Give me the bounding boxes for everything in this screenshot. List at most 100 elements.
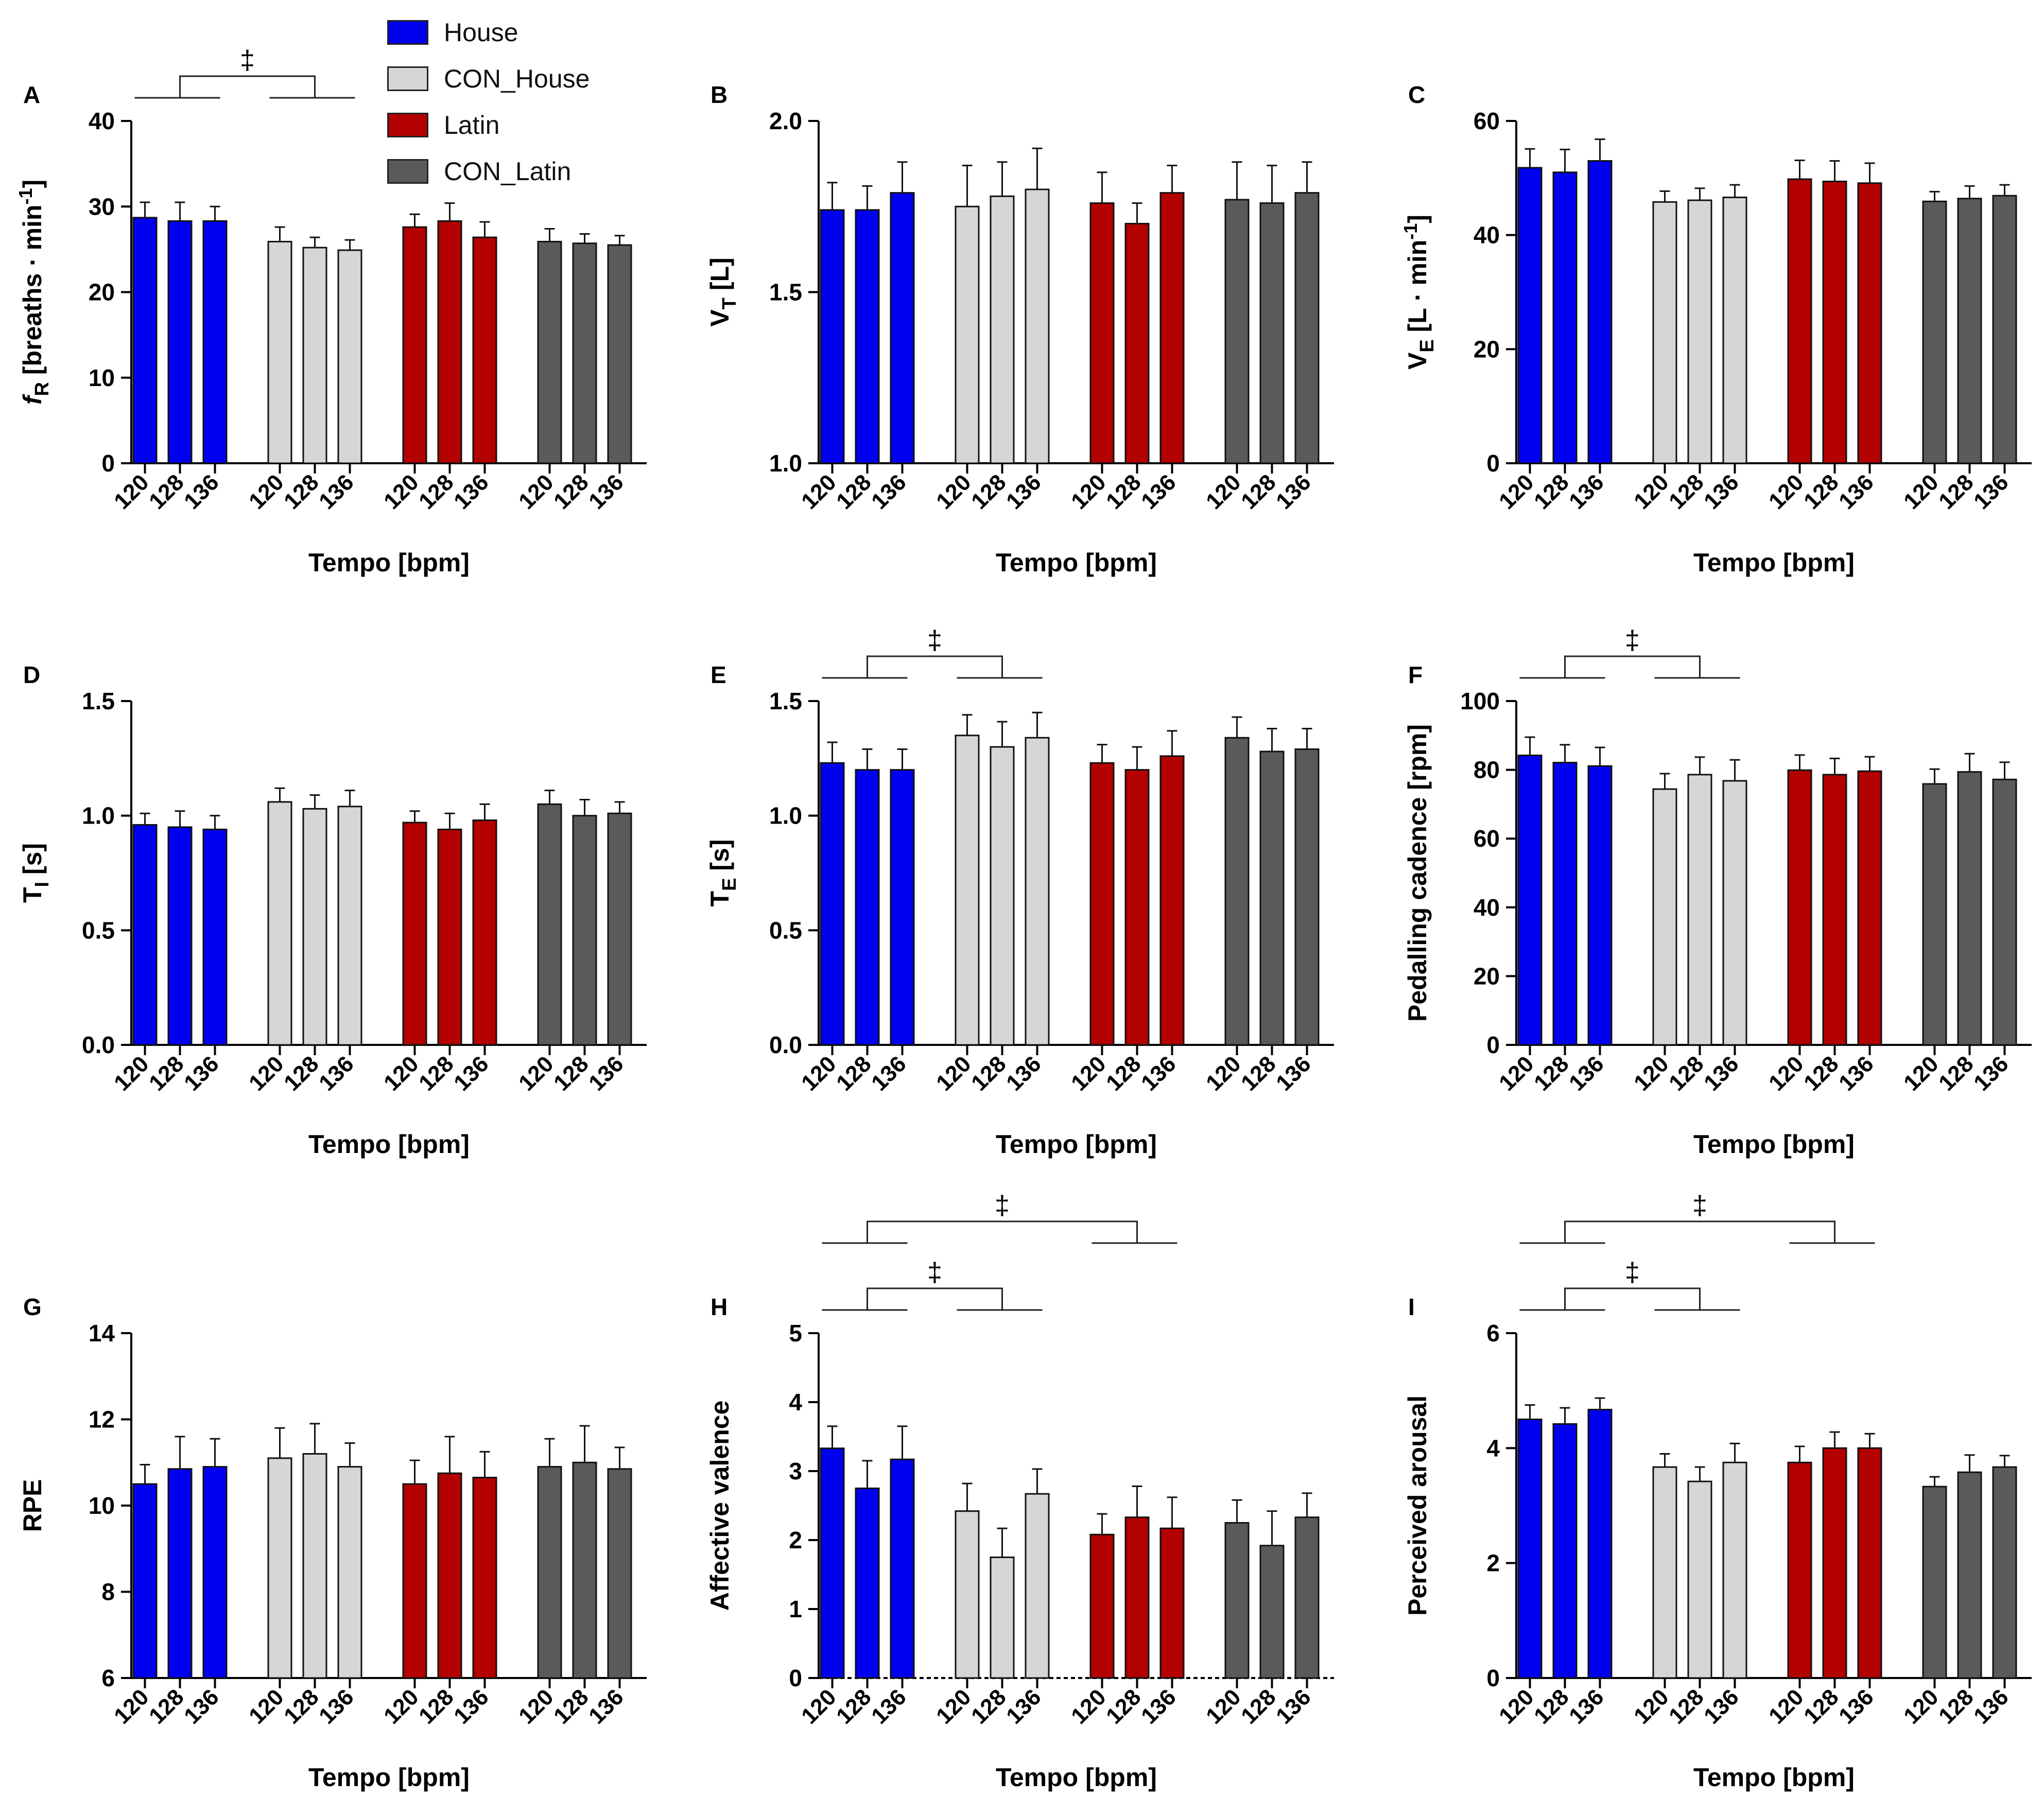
panel-c-y-tick-label: 0 (1486, 450, 1500, 477)
panel-e-bar (890, 769, 915, 1046)
panel-d-x-tick-label: 136 (179, 1051, 224, 1096)
panel-c-x-tick-label: 136 (1699, 469, 1744, 514)
panel-i-x-tick-label: 136 (1564, 1684, 1609, 1729)
panel-e-bar (1089, 762, 1115, 1046)
panel-a-x-tick-label: 128 (414, 469, 459, 514)
panel-d-bar (402, 822, 427, 1046)
panel-e-x-tick-label: 120 (796, 1051, 841, 1096)
panel-c-bar (1787, 178, 1812, 464)
panel-i-x-tick-label: 136 (1969, 1684, 2014, 1729)
panel-c-x-tick-label: 128 (1799, 469, 1844, 514)
panel-i-y-tick-label: 2 (1486, 1550, 1500, 1577)
panel-a-bar (202, 220, 228, 464)
panel-f-bar (1687, 774, 1712, 1046)
panel-c-bar (1957, 198, 1982, 464)
panel-e-sig-bracket (867, 655, 1003, 678)
panel-a-x-tick-label: 136 (449, 469, 494, 514)
panel-f-y-axis-title: Pedalling cadence [rpm] (1403, 724, 1432, 1022)
panel-g-bar (572, 1461, 597, 1679)
legend-label-house: House (444, 18, 518, 47)
panel-b-x-tick-label: 128 (1236, 469, 1281, 514)
panel-i-x-tick-label: 136 (1834, 1684, 1879, 1729)
panel-h-x-tick-label: 128 (832, 1684, 876, 1729)
panel-f-bar (1992, 778, 2017, 1046)
panel-i-x-axis-title: Tempo [bpm] (1693, 1763, 1855, 1792)
panel-b-bar (1089, 202, 1115, 464)
panel-g-x-tick-label: 128 (414, 1684, 459, 1729)
panel-f-bar (1957, 771, 1982, 1046)
panel-h-bar (990, 1557, 1015, 1679)
panel-f-x-tick-label: 136 (1834, 1051, 1879, 1096)
panel-h-bar (890, 1458, 915, 1679)
panel-a-bar (572, 242, 597, 464)
panel-d-letter: D (23, 661, 40, 688)
panel-d-bar (437, 828, 462, 1046)
panel-d-x-tick-label: 128 (279, 1051, 324, 1096)
panel-d-bar (202, 828, 228, 1046)
panel-g-x-tick-label: 136 (449, 1684, 494, 1729)
panel-f-x-tick-label: 128 (1529, 1051, 1574, 1096)
panel-h-y-tick-label: 4 (789, 1389, 802, 1415)
panel-h-x-tick-label: 128 (966, 1684, 1011, 1729)
panel-d-bar (607, 812, 632, 1046)
panel-f-bar (1587, 765, 1613, 1046)
panel-d-y-tick-label: 0.5 (82, 917, 115, 943)
panel-i-y-tick-label: 6 (1486, 1320, 1500, 1347)
panel-f-x-tick-label: 128 (1664, 1051, 1709, 1096)
panel-f-bar (1722, 780, 1747, 1046)
panel-f-letter: F (1408, 661, 1423, 688)
panel-a-bar (472, 236, 497, 464)
panel-g-x-axis-title: Tempo [bpm] (308, 1763, 470, 1792)
panel-i-x-tick-label: 120 (1629, 1684, 1674, 1729)
panel-a-x-tick-label: 128 (549, 469, 594, 514)
panel-h-bar (1294, 1516, 1320, 1679)
panel-e-x-tick-label: 128 (1101, 1051, 1146, 1096)
panel-i-bar (1992, 1466, 2017, 1679)
panel-b-x-tick-label: 136 (1001, 469, 1046, 514)
panel-f-y-tick-label: 20 (1474, 963, 1500, 989)
panel-i-bar (1652, 1466, 1677, 1679)
panel-i-sig-symbol: ‡ (1625, 1257, 1640, 1287)
panel-f-x-tick-label: 128 (1799, 1051, 1844, 1096)
panel-b-bar (1224, 199, 1250, 464)
panel-d-bar (572, 815, 597, 1046)
panel-c-bar (1992, 195, 2017, 464)
legend-label-con-house: CON_House (444, 64, 590, 93)
panel-g-y-tick-label: 12 (89, 1406, 115, 1433)
panel-a-x-tick-label: 136 (584, 469, 629, 514)
panel-h-x-tick-label: 120 (931, 1684, 976, 1729)
panel-c-bar (1687, 199, 1712, 464)
panel-i-x-tick-label: 128 (1799, 1684, 1844, 1729)
panel-f-bar (1922, 783, 1947, 1046)
panel-g-x-tick-label: 136 (314, 1684, 359, 1729)
panel-h-bar (1089, 1533, 1115, 1679)
panel-c-x-tick-label: 128 (1529, 469, 1574, 514)
panel-i-bar (1722, 1461, 1747, 1679)
panel-c-y-axis-title: VE [L · min-1] (1400, 215, 1438, 370)
panel-b-bar (1124, 223, 1150, 464)
panel-i-y-axis-title: Perceived arousal (1403, 1395, 1432, 1616)
panel-a-y-tick-label: 0 (101, 450, 115, 477)
panel-d-bar (472, 819, 497, 1046)
panel-e-bar (1025, 737, 1050, 1046)
panel-f-sig-symbol: ‡ (1625, 625, 1640, 655)
panel-i-x-tick-label: 128 (1529, 1684, 1574, 1729)
panel-g-bar (132, 1483, 158, 1679)
panel-c-bar (1587, 160, 1613, 464)
panel-d-y-tick-label: 1.5 (82, 688, 115, 714)
panel-c-x-tick-label: 128 (1934, 469, 1979, 514)
panel-c-bar (1922, 200, 1947, 464)
panel-d-x-axis-title: Tempo [bpm] (308, 1130, 470, 1159)
panel-c-y-tick-label: 40 (1474, 222, 1500, 249)
panel-f-sig-bracket (1564, 655, 1701, 678)
panel-a-bar (267, 240, 292, 464)
panel-g-y-tick-label: 10 (89, 1492, 115, 1519)
panel-b-y-tick-label: 1.0 (769, 450, 802, 477)
panel-h-bar (1124, 1516, 1150, 1679)
panel-c-bar (1857, 182, 1882, 464)
panel-f-x-tick-label: 120 (1764, 1051, 1809, 1096)
panel-g-bar (402, 1483, 427, 1679)
panel-f-x-tick-label: 120 (1899, 1051, 1944, 1096)
